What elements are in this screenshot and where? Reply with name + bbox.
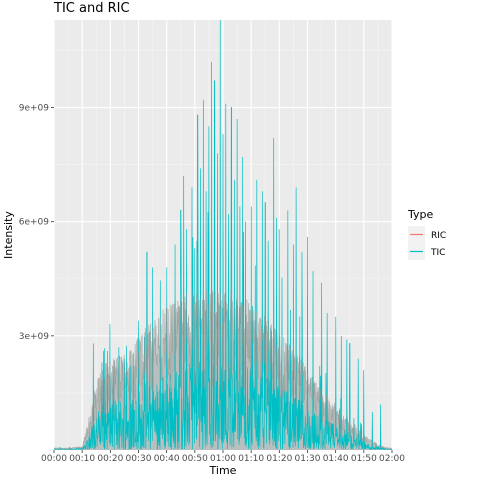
y-tick-label: 9e+09 xyxy=(19,104,50,114)
y-tick-label: 6e+09 xyxy=(19,218,50,228)
x-tick-label: 01:20 xyxy=(266,454,292,464)
x-tick-label: 00:30 xyxy=(126,454,152,464)
x-axis-ticks: 00:00 00:10 00:20 00:30 00:40 00:50 01:00 01:10… xyxy=(41,450,405,464)
legend: Type RIC TIC xyxy=(407,208,446,260)
y-tick-label: 3e+09 xyxy=(19,332,50,342)
legend-item-ric: RIC xyxy=(408,226,446,243)
tic-series-line xyxy=(54,20,392,450)
x-tick-label: 00:00 xyxy=(41,454,67,464)
y-axis-label: Intensity xyxy=(2,211,15,259)
chart-title: TIC and RIC xyxy=(53,1,130,16)
legend-item-tic: TIC xyxy=(408,243,445,260)
legend-title: Type xyxy=(407,208,433,221)
y-axis-ticks: 3e+09 6e+09 9e+09 xyxy=(19,104,54,342)
x-tick-label: 01:30 xyxy=(295,454,321,464)
x-tick-label: 01:10 xyxy=(238,454,264,464)
legend-label-ric: RIC xyxy=(431,231,446,241)
x-tick-label: 01:50 xyxy=(351,454,377,464)
x-tick-label: 01:00 xyxy=(210,454,236,464)
x-tick-label: 00:50 xyxy=(182,454,208,464)
x-tick-label: 00:20 xyxy=(97,454,123,464)
x-tick-label: 02:00 xyxy=(379,454,405,464)
ric-series-line xyxy=(54,289,392,450)
x-axis-label: Time xyxy=(209,464,237,477)
legend-label-tic: TIC xyxy=(430,248,445,258)
x-tick-label: 00:10 xyxy=(69,454,95,464)
x-tick-label: 00:40 xyxy=(154,454,180,464)
x-tick-label: 01:40 xyxy=(323,454,349,464)
